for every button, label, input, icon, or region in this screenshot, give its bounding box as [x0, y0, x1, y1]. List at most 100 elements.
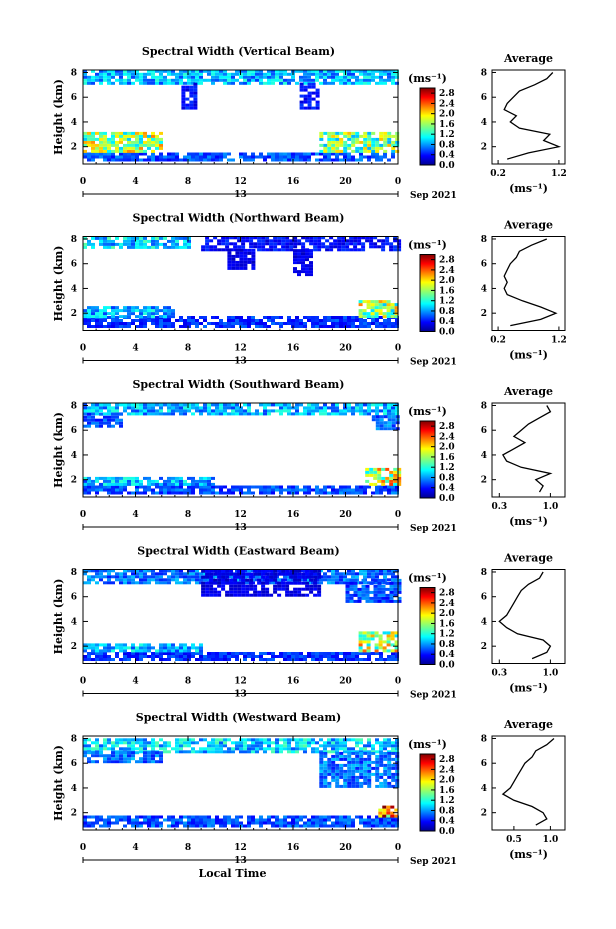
heatmap-cell [151, 140, 155, 144]
heatmap-cell [159, 137, 163, 141]
heatmap-cell [347, 747, 351, 751]
heatmap-cell [193, 82, 198, 86]
heatmap-cell [115, 322, 119, 325]
heatmap-cell [391, 744, 395, 748]
heatmap-cell [195, 578, 199, 582]
heatmap-cell [99, 143, 103, 147]
heatmap-cell [179, 658, 183, 661]
heatmap-cell [327, 738, 331, 742]
heatmap-cell [361, 587, 366, 591]
heatmap-cell [327, 784, 332, 788]
heatmap-cell [219, 152, 223, 156]
heatmap-cell [311, 403, 315, 407]
heatmap-cell [87, 744, 91, 748]
heatmap-cell [335, 72, 339, 76]
heatmap-cell [139, 158, 143, 162]
heatmap-cell [299, 155, 303, 159]
heatmap-cell [289, 581, 294, 585]
heatmap-cell [378, 637, 383, 641]
heatmap-cell [239, 412, 243, 416]
heatmap-cell [143, 143, 147, 147]
heatmap-cell [353, 242, 358, 246]
heatmap-cell [155, 655, 159, 658]
heatmap-cell [199, 652, 203, 655]
average-y-tick-label: 6 [481, 759, 487, 769]
heatmap-cell [107, 415, 111, 419]
heatmap-cell [235, 485, 239, 489]
heatmap-cell [299, 741, 303, 745]
heatmap-cell [383, 575, 387, 579]
heatmap-cell [379, 824, 383, 828]
heatmap-cell [103, 146, 107, 150]
heatmap-cell [119, 747, 123, 751]
heatmap-cell [111, 72, 115, 76]
heatmap-cell [131, 239, 135, 243]
heatmap-cell [371, 403, 375, 407]
heatmap-cell [195, 78, 199, 82]
heatmap-cell [383, 581, 387, 585]
heatmap-cell [123, 315, 127, 319]
heatmap-cell [127, 655, 131, 658]
heatmap-cell [277, 587, 282, 591]
heatmap-cell [119, 491, 123, 495]
heatmap-cell [199, 750, 203, 754]
heatmap-cell [155, 744, 159, 748]
average-y-tick-label: 4 [481, 451, 487, 461]
heatmap-cell [195, 485, 199, 489]
heatmap-cell [225, 578, 230, 582]
heatmap-cell [231, 747, 235, 751]
heatmap-cell [311, 488, 315, 492]
average-y-tick-label: 2 [481, 476, 487, 486]
heatmap-cell [227, 319, 231, 322]
heatmap-cell [167, 306, 171, 310]
heatmap-cell [323, 766, 328, 770]
heatmap-cell [183, 649, 187, 653]
heatmap-cell [175, 78, 179, 82]
heatmap-cell [323, 485, 327, 489]
heatmap-cell [127, 242, 131, 246]
heatmap-cell [375, 572, 379, 576]
heatmap-cell [303, 658, 307, 661]
average-profile-line [501, 738, 555, 826]
heatmap-cell [87, 646, 91, 650]
heatmap-cell [287, 485, 291, 489]
heatmap-cell [195, 325, 199, 328]
heatmap-cell [183, 412, 187, 416]
heatmap-cell [119, 403, 123, 407]
heatmap-cell [91, 821, 95, 825]
heatmap-cell [107, 569, 111, 573]
heatmap-cell [99, 649, 103, 653]
heatmap-cell [358, 312, 363, 316]
heatmap-cell [111, 319, 115, 322]
heatmap-cell [315, 100, 320, 104]
heatmap-cell [239, 257, 244, 261]
heatmap-cell [231, 254, 236, 258]
heatmap-cell [163, 322, 167, 325]
heatmap-cell [147, 757, 151, 761]
heatmap-cell [323, 821, 327, 825]
heatmap-cell [235, 260, 240, 264]
heatmap-cell [305, 264, 309, 268]
heatmap-cell [107, 81, 111, 85]
heatmap-cell [167, 818, 171, 822]
colorbar-tick-label: 1.6 [439, 453, 455, 463]
heatmap-cell [379, 757, 384, 761]
heatmap-cell [299, 69, 303, 73]
heatmap-cell [175, 824, 179, 828]
heatmap-cell [331, 325, 335, 328]
heatmap-cell [259, 78, 263, 82]
heatmap-cell [347, 658, 351, 661]
heatmap-cell [387, 781, 392, 785]
heatmap-cell [275, 69, 279, 73]
heatmap-cell [279, 652, 283, 655]
heatmap-cell [183, 322, 187, 325]
heatmap-cell [386, 306, 391, 310]
heatmap-cell [379, 415, 384, 419]
heatmap-cell [375, 763, 380, 767]
heatmap-cell [135, 140, 139, 144]
heatmap-cell [243, 824, 247, 828]
heatmap-cell [139, 315, 143, 319]
heatmap-cell [167, 409, 171, 413]
heatmap-cell [103, 72, 107, 76]
heatmap-cell [331, 744, 335, 748]
